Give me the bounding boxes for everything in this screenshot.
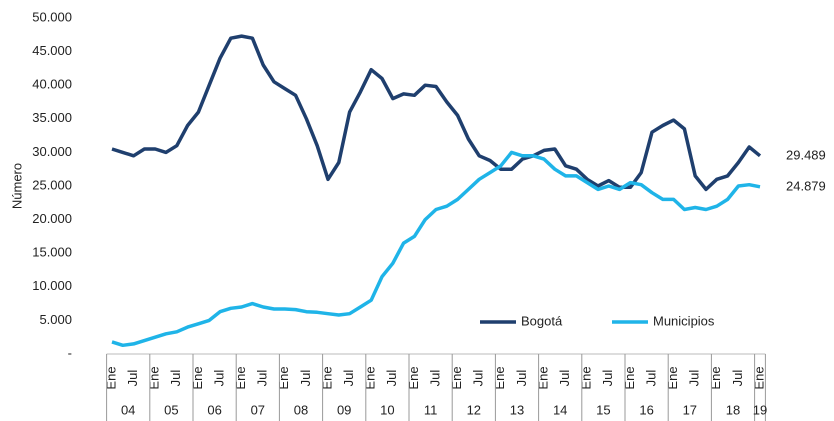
x-tick-label: Jul [643,370,658,387]
year-label: 06 [207,402,221,417]
x-tick-label: Jul [125,370,140,387]
year-label: 11 [424,402,438,417]
year-label: 17 [683,402,697,417]
x-tick-label: Ene [147,366,162,389]
x-tick-label: Jul [600,370,615,387]
y-tick-label: 10.000 [32,278,72,293]
x-tick-label: Ene [363,366,378,389]
x-tick-label: Jul [255,370,270,387]
y-tick-label: 50.000 [32,9,72,24]
x-tick-label: Ene [492,366,507,389]
y-tick-label: 20.000 [32,211,72,226]
year-label: 14 [553,402,567,417]
year-label: 18 [726,402,740,417]
year-label: 16 [639,402,653,417]
x-tick-label: Ene [190,366,205,389]
x-tick-label: Jul [514,370,529,387]
legend-label: Municipios [653,313,715,328]
y-axis-title: Número [9,163,24,209]
x-tick-label: Jul [298,370,313,387]
year-label: 15 [596,402,610,417]
legend-label: Bogotá [521,313,563,328]
x-tick-label: Ene [622,366,637,389]
x-tick-label: Jul [471,370,486,387]
year-label: 09 [337,402,351,417]
x-tick-label: Ene [319,366,334,389]
x-tick-label: Jul [168,370,183,387]
y-tick-label: 30.000 [32,144,72,159]
y-tick-label: - [68,345,72,360]
year-label: 04 [121,402,135,417]
x-tick-label: Ene [665,366,680,389]
y-tick-label: 5.000 [39,312,72,327]
x-tick-label: Jul [557,370,572,387]
x-tick-label: Ene [276,366,291,389]
x-tick-label: Ene [708,366,723,389]
year-label: 08 [294,402,308,417]
y-tick-label: 25.000 [32,177,72,192]
year-label: 05 [164,402,178,417]
x-tick-label: Jul [341,370,356,387]
year-label: 19 [753,402,767,417]
year-label: 10 [380,402,394,417]
x-tick-label: Ene [449,366,464,389]
x-tick-label: Ene [751,366,766,389]
end-label: 24.879 [786,178,826,193]
end-label: 29.489 [786,147,826,162]
x-tick-label: Jul [427,370,442,387]
x-tick-label: Jul [211,370,226,387]
series-line [111,150,761,348]
series-line [111,34,762,192]
x-tick-label: Ene [535,366,550,389]
year-label: 13 [510,402,524,417]
x-tick-label: Jul [384,370,399,387]
x-tick-label: Ene [579,366,594,389]
x-tick-label: Ene [406,366,421,389]
x-tick-label: Jul [730,370,745,387]
y-tick-label: 40.000 [32,77,72,92]
x-tick-label: Jul [687,370,702,387]
y-tick-label: 15.000 [32,245,72,260]
y-tick-label: 35.000 [32,110,72,125]
y-tick-label: 45.000 [32,43,72,58]
year-label: 07 [251,402,265,417]
x-tick-label: Ene [103,366,118,389]
x-tick-label: Ene [233,366,248,389]
year-label: 12 [467,402,481,417]
